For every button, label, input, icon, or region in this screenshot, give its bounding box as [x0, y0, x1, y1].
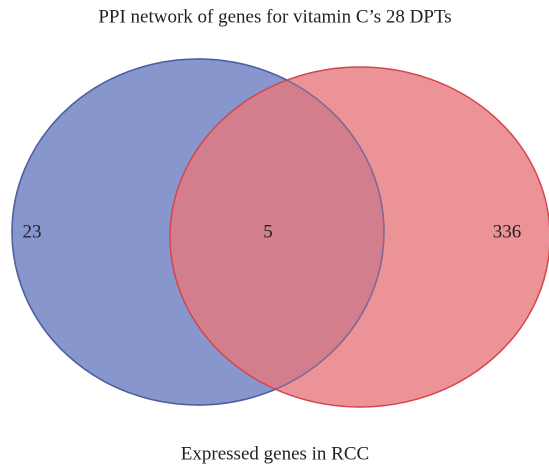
intersection-count: 5	[263, 221, 273, 242]
set-label: Expressed genes in RCC	[181, 443, 369, 464]
set-outline	[11, 58, 385, 406]
set-count: 23	[23, 221, 42, 242]
set-circle	[169, 66, 549, 408]
set-label: PPI network of genes for vitamin C’s 28 …	[98, 6, 451, 27]
set-count: 336	[493, 221, 522, 242]
